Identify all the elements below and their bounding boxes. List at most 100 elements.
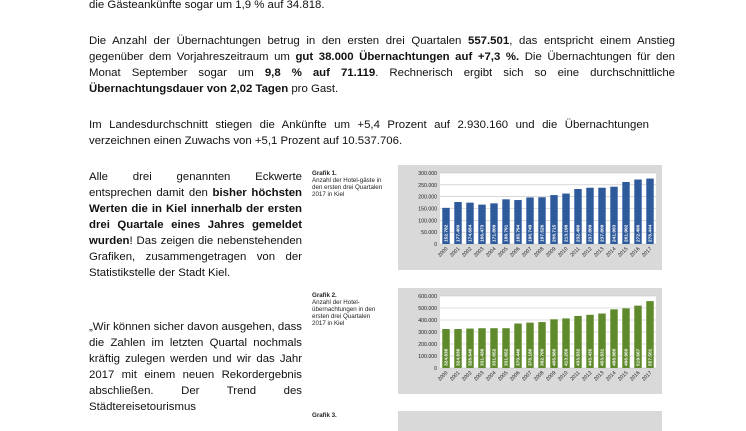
y-tick-label: 300.000 xyxy=(418,330,437,336)
data-label: 331.652 xyxy=(504,348,510,366)
x-tick-label: 2013 xyxy=(593,370,605,382)
text-span: „Wir können sicher davon ausgehen, dass … xyxy=(89,321,302,413)
caption-title: Grafik 1. xyxy=(312,170,337,177)
bar xyxy=(526,197,534,244)
x-tick-label: 2006 xyxy=(509,370,521,382)
bold-text: gut 38.000 Übernachtungen auf +7,3 %. xyxy=(295,51,520,63)
text-span: Die Anzahl der Übernachtungen betrug in … xyxy=(89,35,469,47)
data-label: 328.646 xyxy=(468,348,474,366)
data-label: 196.749 xyxy=(528,224,534,242)
text-span: Im Landesdurchschnitt stiegen die Ankünf… xyxy=(89,119,649,147)
data-label: 237.809 xyxy=(588,224,594,242)
y-tick-label: 100.000 xyxy=(418,354,437,360)
bar xyxy=(526,322,534,368)
data-label: 413.256 xyxy=(564,348,570,366)
data-label: 405.886 xyxy=(552,348,558,366)
x-tick-label: 2017 xyxy=(641,370,653,382)
bar xyxy=(442,329,450,368)
caption-chart3: Grafik 3. xyxy=(312,412,384,419)
bar xyxy=(586,314,594,368)
chart-hotel-guests-svg: 0 50.000 100.000 150.000 200.000 250.000 300.0… xyxy=(418,171,656,259)
y-tick-label: 0 xyxy=(434,242,437,248)
bar xyxy=(622,181,630,244)
x-tick-label: 2015 xyxy=(617,246,629,258)
x-tick-label: 2004 xyxy=(485,246,497,258)
caption-chart2: Grafik 2. Anzahl der Hotel-übernachtunge… xyxy=(312,292,384,327)
data-label: 453.831 xyxy=(600,348,606,366)
bold-text: 9,8 % auf 71.119 xyxy=(264,67,376,79)
y-tick-label: 50.000 xyxy=(421,230,437,236)
bar xyxy=(562,193,570,244)
data-label: 382.700 xyxy=(540,348,546,366)
paragraph-overnight-stays: Die Anzahl der Übernachtungen betrug in … xyxy=(89,33,675,97)
text-span: , das entspricht einem Anstieg gegenüber… xyxy=(89,35,675,63)
bar xyxy=(442,207,450,244)
data-label: 331.652 xyxy=(492,348,498,366)
bar xyxy=(646,301,654,368)
y-tick-label: 100.000 xyxy=(418,218,437,224)
y-tick-label: 200.000 xyxy=(418,195,437,201)
chart-overnight-stays: 0 100.000 200.000 300.000 400.000 500.000 600.… xyxy=(398,288,662,394)
x-tick-label: 2003 xyxy=(473,246,485,258)
data-label: 232.496 xyxy=(576,224,582,242)
x-tick-label: 2004 xyxy=(485,370,497,382)
text-span: . Rechnerisch ergibt sich so eine durchs… xyxy=(375,67,675,79)
data-label: 261.992 xyxy=(624,224,630,242)
caption-text: Anzahl der Hotel-übernachtungen in den e… xyxy=(312,299,376,327)
bar xyxy=(490,203,498,244)
data-label: 171.809 xyxy=(492,224,498,242)
text-span: ! Das zeigen die nebenstehenden Grafiken… xyxy=(89,235,302,279)
bar xyxy=(466,328,474,368)
y-tick-label: 200.000 xyxy=(418,342,437,348)
y-tick-label: 0 xyxy=(434,366,437,372)
x-tick-label: 2007 xyxy=(521,370,533,382)
x-tick-label: 2011 xyxy=(569,370,581,382)
y-tick-label: 400.000 xyxy=(418,318,437,324)
x-tick-label: 2010 xyxy=(557,370,569,382)
x-tick-label: 2014 xyxy=(605,246,617,258)
paragraph-arrivals: die Gästeankünfte sogar um 1,9 % auf 34.… xyxy=(89,0,659,13)
x-tick-label: 2001 xyxy=(449,370,461,382)
data-label: 197.526 xyxy=(540,224,546,242)
document-page: die Gästeankünfte sogar um 1,9 % auf 34.… xyxy=(89,0,675,431)
data-label: 331.436 xyxy=(480,348,486,366)
data-label: 213.198 xyxy=(564,224,570,242)
data-label: 324.838 xyxy=(456,348,462,366)
data-label: 177.400 xyxy=(456,224,462,242)
bold-text: 557.501 xyxy=(468,35,510,47)
x-tick-label: 2017 xyxy=(641,246,653,258)
x-tick-label: 2009 xyxy=(545,370,557,382)
text-span: Alle drei genannten Eckwerte entsprechen… xyxy=(89,171,302,199)
bar xyxy=(562,318,570,368)
data-label: 557.501 xyxy=(648,348,654,366)
data-label: 241.993 xyxy=(612,224,618,242)
paragraph-state-average: Im Landesdurchschnitt stiegen die Ankünf… xyxy=(89,117,649,149)
bar xyxy=(454,329,462,368)
bar xyxy=(610,309,618,368)
bar xyxy=(538,322,546,368)
bar xyxy=(610,186,618,244)
x-tick-label: 2013 xyxy=(593,246,605,258)
bar xyxy=(550,319,558,368)
bar xyxy=(466,202,474,244)
data-label: 496.960 xyxy=(624,348,630,366)
x-tick-label: 2015 xyxy=(617,370,629,382)
bar xyxy=(538,197,546,244)
data-label: 237.809 xyxy=(600,224,606,242)
caption-chart1: Grafik 1. Anzahl der Hotel-gäste in den … xyxy=(312,170,384,198)
data-label: 185.794 xyxy=(516,224,522,242)
x-tick-label: 2014 xyxy=(605,370,617,382)
data-label: 324.838 xyxy=(444,348,450,366)
x-tick-label: 2008 xyxy=(533,246,545,258)
bar xyxy=(514,323,522,368)
data-label: 152.782 xyxy=(444,224,450,242)
caption-title: Grafik 2. xyxy=(312,292,337,299)
bar xyxy=(586,187,594,244)
data-label: 188.791 xyxy=(504,224,510,242)
bar xyxy=(478,204,486,244)
caption-title: Grafik 3. xyxy=(312,412,337,419)
bold-text: bisher höchsten Werten die in Kiel inner… xyxy=(89,187,303,247)
x-tick-label: 2012 xyxy=(581,246,593,258)
y-tick-label: 600.000 xyxy=(418,294,437,300)
data-label: 370.446 xyxy=(516,348,522,366)
